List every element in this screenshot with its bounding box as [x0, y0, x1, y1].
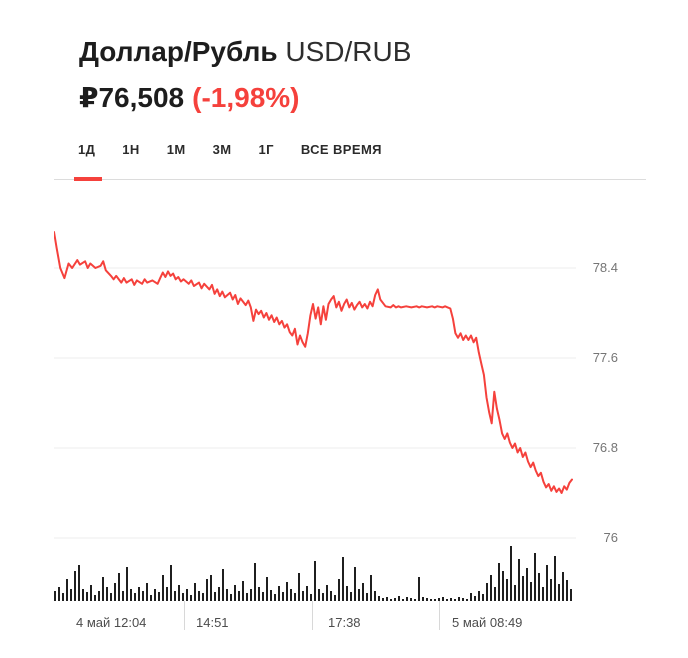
price-line: ₽76,508 (-1,98%) [79, 78, 411, 118]
y-axis-label: 77.6 [592, 350, 618, 365]
x-axis-label: 14:51 [196, 615, 229, 630]
price-change-percent: (-1,98%) [192, 82, 300, 113]
x-axis-tick [439, 601, 440, 630]
tabs-divider [54, 179, 646, 180]
x-axis-label: 17:38 [328, 615, 361, 630]
tab-3m[interactable]: 3М [212, 142, 232, 157]
tab-1y[interactable]: 1Г [258, 142, 274, 157]
current-price: ₽76,508 [79, 82, 185, 113]
y-axis-label: 76 [603, 530, 618, 545]
x-axis-tick [184, 601, 185, 630]
active-tab-underline [74, 177, 102, 181]
tab-1d[interactable]: 1Д [78, 142, 96, 157]
x-axis-label: 4 май 12:04 [76, 615, 147, 630]
price-line-chart[interactable] [54, 220, 576, 560]
volume-bars-chart[interactable] [54, 543, 572, 601]
page-title: Доллар/Рубль USD/RUB [79, 32, 411, 72]
x-axis-tick [312, 601, 313, 630]
y-axis-label: 76.8 [592, 440, 618, 455]
quote-header: Доллар/Рубль USD/RUB ₽76,508 (-1,98%) [79, 32, 411, 118]
period-tabs: 1Д 1Н 1М 3М 1Г ВСЕ ВРЕМЯ [78, 142, 382, 157]
tab-1w[interactable]: 1Н [122, 142, 140, 157]
tab-all-time[interactable]: ВСЕ ВРЕМЯ [300, 142, 382, 157]
y-axis-label: 78.4 [592, 260, 618, 275]
x-axis-label: 5 май 08:49 [452, 615, 523, 630]
instrument-ticker: USD/RUB [285, 36, 412, 67]
tab-1m[interactable]: 1М [166, 142, 186, 157]
instrument-name: Доллар/Рубль [79, 36, 278, 67]
